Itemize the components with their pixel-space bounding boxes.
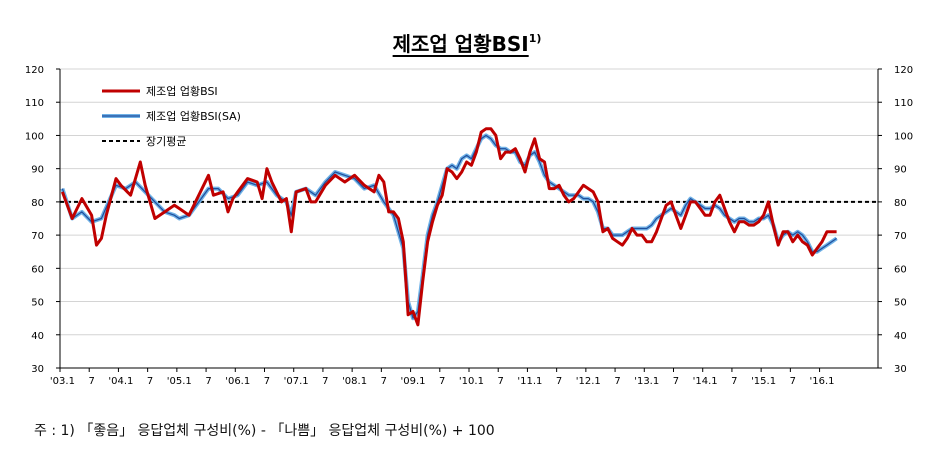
y-tick-label-right-120: 120 <box>894 65 913 76</box>
x-tick-label-4: '05.1 <box>167 376 192 387</box>
x-tick-label-21: 7 <box>673 376 679 387</box>
x-tick-label-24: '15.1 <box>751 376 776 387</box>
x-tick-label-22: '14.1 <box>693 376 718 387</box>
y-tick-label-right-60: 60 <box>894 264 907 275</box>
y-tick-label-right-80: 80 <box>894 198 907 209</box>
x-tick-label-1: 7 <box>88 376 94 387</box>
x-tick-label-2: '04.1 <box>108 376 133 387</box>
y-tick-label-left-30: 30 <box>31 364 44 375</box>
y-tick-label-right-70: 70 <box>894 231 907 242</box>
legend-label-raw: 제조업 업황BSI <box>146 85 218 98</box>
chart-title: 제조업 업황BSI1) <box>0 28 934 57</box>
x-tick-label-11: 7 <box>381 376 387 387</box>
y-tick-label-right-40: 40 <box>894 331 907 342</box>
x-tick-label-9: 7 <box>322 376 328 387</box>
x-tick-label-25: 7 <box>790 376 796 387</box>
x-tick-label-7: 7 <box>264 376 270 387</box>
x-tick-label-6: '06.1 <box>225 376 250 387</box>
y-tick-label-right-100: 100 <box>894 131 913 142</box>
x-tick-label-3: 7 <box>147 376 153 387</box>
y-tick-label-right-50: 50 <box>894 298 907 309</box>
series-sa-line-outer <box>60 133 838 321</box>
x-tick-label-12: '09.1 <box>400 376 425 387</box>
y-tick-label-right-90: 90 <box>894 165 907 176</box>
y-tick-label-left-90: 90 <box>31 165 44 176</box>
y-tick-label-left-60: 60 <box>31 264 44 275</box>
chart-title-superscript: 1) <box>528 32 542 45</box>
series-sa-line-inner <box>61 134 837 319</box>
x-tick-label-19: 7 <box>614 376 620 387</box>
x-tick-label-17: 7 <box>556 376 562 387</box>
chart-title-text: 제조업 업황BSI <box>392 32 529 56</box>
y-tick-label-left-120: 120 <box>25 65 44 76</box>
x-tick-label-26: '16.1 <box>809 376 834 387</box>
x-tick-label-8: '07.1 <box>284 376 309 387</box>
x-tick-label-15: 7 <box>497 376 503 387</box>
x-tick-label-13: 7 <box>439 376 445 387</box>
y-tick-label-left-80: 80 <box>31 198 44 209</box>
x-tick-label-23: 7 <box>731 376 737 387</box>
y-tick-label-left-50: 50 <box>31 298 44 309</box>
series-raw-line <box>60 127 837 327</box>
x-tick-label-0: '03.1 <box>50 376 75 387</box>
y-tick-label-left-110: 110 <box>25 98 44 109</box>
x-tick-label-14: '10.1 <box>459 376 484 387</box>
legend-label-sa: 제조업 업황BSI(SA) <box>146 110 241 123</box>
legend-label-average: 장기평균 <box>146 135 186 148</box>
x-tick-label-20: '13.1 <box>634 376 659 387</box>
footnote: 주 : 1) 「좋음」 응답업체 구성비(%) - 「나쁨」 응답업체 구성비(… <box>34 423 495 439</box>
x-tick-label-16: '11.1 <box>517 376 542 387</box>
y-tick-label-right-30: 30 <box>894 364 907 375</box>
y-tick-label-left-40: 40 <box>31 331 44 342</box>
y-tick-label-left-70: 70 <box>31 231 44 242</box>
y-tick-label-right-110: 110 <box>894 98 913 109</box>
x-tick-label-5: 7 <box>205 376 211 387</box>
y-tick-label-left-100: 100 <box>25 131 44 142</box>
x-tick-label-10: '08.1 <box>342 376 367 387</box>
x-tick-label-18: '12.1 <box>576 376 601 387</box>
